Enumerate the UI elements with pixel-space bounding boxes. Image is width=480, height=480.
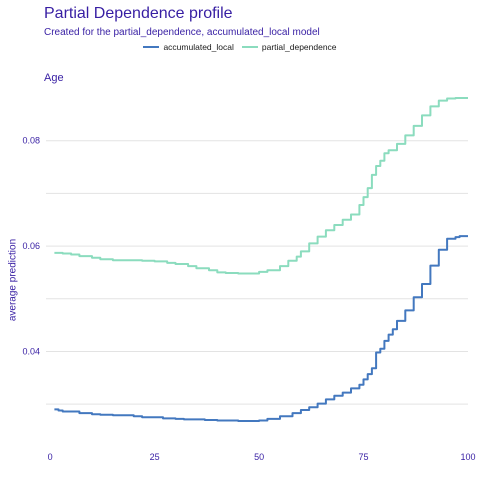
legend-label-partial-dependence: partial_dependence xyxy=(261,42,337,52)
legend-item-partial-dependence: partial_dependence xyxy=(241,42,337,52)
series-lines xyxy=(54,97,468,422)
legend-swatch-partial-dependence xyxy=(241,46,258,48)
legend-item-accumulated-local: accumulated_local xyxy=(143,42,234,52)
chart-subtitle: Created for the partial_dependence, accu… xyxy=(44,27,320,38)
chart-title: Partial Dependence profile xyxy=(44,5,233,22)
panel-title: Age xyxy=(44,72,64,84)
legend: accumulated_local partial_dependence xyxy=(0,42,480,52)
y-tick-label: 0.06 xyxy=(22,241,40,251)
y-tick-label: 0.04 xyxy=(22,346,40,356)
legend-label-accumulated-local: accumulated_local xyxy=(163,42,234,52)
y-tick-label: 0.08 xyxy=(22,136,40,146)
x-tick-label: 50 xyxy=(254,452,264,462)
x-tick-label: 100 xyxy=(460,452,475,462)
y-axis-ticks: 0.04 0.06 0.08 xyxy=(22,136,40,357)
series-line-accumulated-local xyxy=(54,235,468,422)
grid-lines xyxy=(46,140,468,405)
legend-swatch-accumulated-local xyxy=(143,46,160,48)
x-tick-label: 25 xyxy=(150,452,160,462)
x-tick-label: 75 xyxy=(359,452,369,462)
x-tick-label: 0 xyxy=(48,452,53,462)
series-line-partial-dependence xyxy=(54,97,468,275)
x-axis-ticks: 0 25 50 75 100 xyxy=(48,452,476,462)
